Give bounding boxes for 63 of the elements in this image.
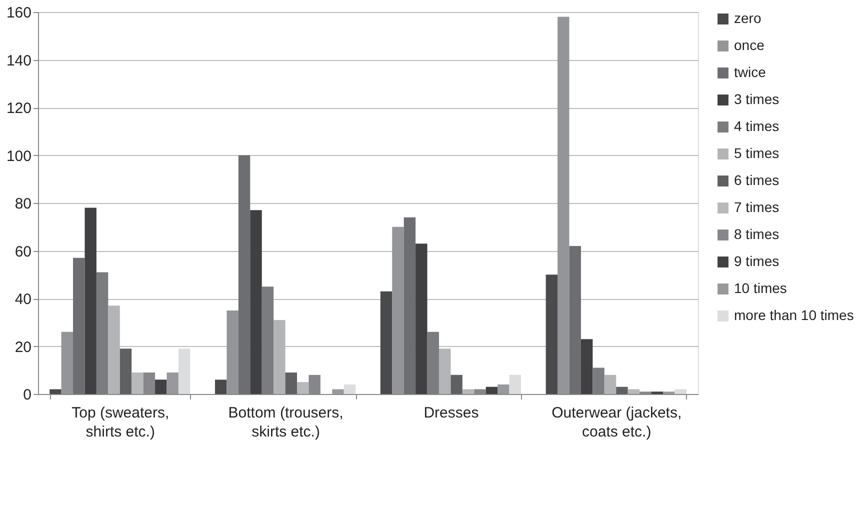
y-tick-label: 140	[6, 52, 32, 70]
y-tick-label: 100	[6, 148, 32, 165]
legend-label: 8 times	[734, 226, 780, 242]
legend-label: 9 times	[734, 253, 780, 269]
bar	[250, 210, 262, 394]
bar	[558, 16, 570, 394]
bar	[262, 286, 274, 394]
bar	[569, 246, 581, 394]
x-tick-label: Dresses	[424, 404, 479, 422]
legend-label: 6 times	[734, 172, 780, 188]
bar	[332, 389, 344, 394]
bar	[166, 372, 178, 394]
y-tick-label: 160	[6, 4, 32, 22]
y-tick-label: 120	[6, 100, 32, 117]
bar	[297, 382, 309, 394]
bar	[380, 291, 392, 394]
bar	[344, 384, 356, 394]
bar	[616, 386, 628, 394]
legend-label: 4 times	[734, 118, 780, 134]
bar	[238, 155, 250, 394]
bar	[416, 244, 428, 394]
bar	[50, 389, 62, 394]
x-tick-label: Outerwear (jackets, coats etc.)	[552, 404, 682, 440]
bar	[462, 389, 474, 394]
legend-label: zero	[734, 10, 762, 26]
y-tick-label: 60	[14, 243, 32, 260]
bar	[178, 348, 190, 394]
bar	[120, 348, 132, 394]
bar	[285, 372, 298, 394]
bar	[498, 384, 510, 394]
legend-label: 3 times	[734, 91, 780, 107]
bar	[73, 258, 85, 394]
bar	[61, 332, 74, 394]
bar	[674, 389, 686, 394]
bar	[628, 389, 640, 394]
bar	[155, 380, 167, 394]
legend-label: 5 times	[734, 145, 780, 161]
bar	[592, 368, 604, 394]
legend-label: 10 times	[734, 280, 787, 296]
legend-label: 7 times	[734, 199, 780, 215]
bar	[580, 339, 593, 394]
x-tick-label: Top (sweaters, shirts etc.)	[72, 404, 170, 440]
bar	[84, 208, 96, 394]
bar	[486, 386, 498, 394]
y-tick-label: 0	[23, 386, 32, 404]
legend-label: twice	[734, 64, 766, 80]
bar	[226, 310, 238, 394]
legend-label: more than 10 times	[734, 307, 854, 323]
y-tick-label: 20	[14, 338, 32, 356]
y-tick-label: 40	[14, 291, 32, 308]
legend-label: once	[734, 37, 765, 53]
bar	[509, 374, 522, 394]
y-tick-label: 80	[14, 196, 32, 212]
bar	[427, 332, 439, 394]
x-tick-label: Bottom (trousers, skirts etc.)	[228, 404, 344, 440]
bar	[214, 380, 227, 394]
bar	[604, 374, 616, 394]
bar	[132, 372, 144, 394]
bar	[404, 217, 416, 394]
bar	[392, 226, 404, 394]
bar	[450, 374, 462, 394]
bar	[96, 272, 108, 394]
bar	[546, 274, 558, 394]
